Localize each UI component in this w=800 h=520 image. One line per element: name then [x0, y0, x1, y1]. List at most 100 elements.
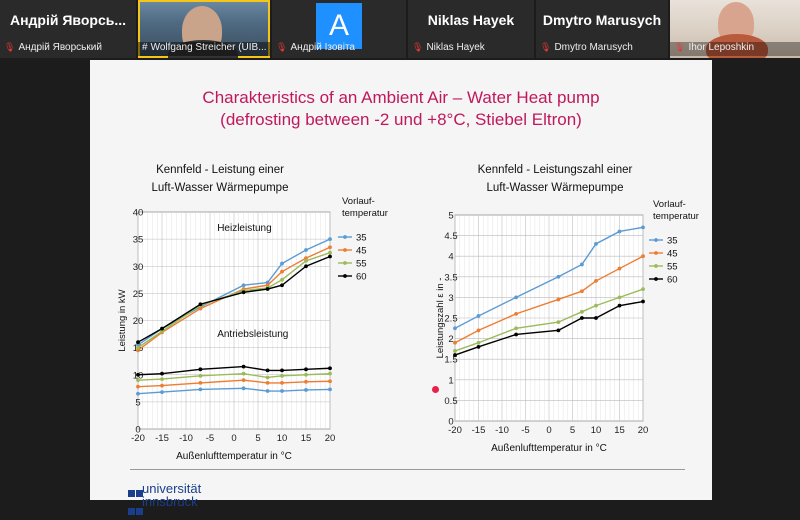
data-point-45 — [136, 348, 140, 353]
participant-tile[interactable]: Dmytro Marusych 🎙 Dmytro Marusych — [536, 0, 668, 58]
data-point-45 — [476, 328, 481, 333]
data-point-55 — [265, 375, 270, 380]
chart-title-line2: Luft-Wasser Wärmepumpe — [487, 182, 624, 194]
data-point-35 — [476, 314, 481, 318]
participant-tile[interactable]: A 🎙 Андрій Ізовіта — [272, 0, 406, 58]
muted-mic-icon: 🎙 — [276, 42, 288, 52]
series-line-55 — [454, 288, 644, 352]
y-tick-label: 0 — [135, 425, 140, 436]
data-point-55 — [304, 258, 308, 263]
series-line-45 — [137, 246, 331, 351]
data-point-55 — [160, 377, 164, 381]
y-tick-label: 1.5 — [444, 355, 457, 366]
series-line-45 — [454, 255, 644, 344]
data-point-45 — [514, 311, 518, 316]
data-point-55 — [617, 295, 622, 300]
legend-title-line1: Vorlauf- — [342, 196, 375, 207]
y-tick-label: 20 — [133, 316, 144, 327]
legend-label-55: 55 — [667, 262, 678, 273]
data-point-35 — [514, 295, 518, 300]
muted-mic-icon: 🎙 — [4, 42, 16, 52]
data-point-55 — [136, 378, 140, 383]
data-point-60 — [198, 302, 203, 307]
slide-title-line2: (defrosting between -2 und +8°C, Stiebel… — [220, 110, 582, 129]
legend-label-55: 55 — [356, 259, 367, 270]
data-point-60 — [160, 326, 164, 331]
x-tick-label: 10 — [277, 433, 288, 444]
data-point-35 — [265, 389, 270, 393]
data-point-45 — [280, 269, 284, 274]
legend-label-45: 45 — [667, 249, 678, 260]
y-tick-label: 2.5 — [444, 314, 457, 325]
legend-title-line2: temperatur — [653, 211, 699, 222]
participant-video-body — [168, 40, 238, 58]
y-tick-label: 40 — [133, 208, 144, 219]
participant-tile[interactable]: 🎙 Ihor Leposhkin — [670, 0, 800, 58]
x-tick-label: -15 — [472, 425, 486, 436]
legend-label-35: 35 — [667, 236, 678, 247]
data-point-35 — [280, 389, 284, 393]
legend-marker-35 — [343, 235, 347, 239]
data-point-60 — [453, 353, 457, 357]
legend-label-35: 35 — [356, 233, 367, 244]
participant-name: Андрій Ізовіта — [290, 42, 355, 53]
participant-tile[interactable]: Niklas Hayek 🎙 Niklas Hayek — [408, 0, 534, 58]
data-point-45 — [280, 380, 284, 385]
data-point-35 — [160, 390, 164, 395]
y-tick-label: 25 — [133, 289, 144, 300]
data-point-45 — [265, 380, 270, 385]
data-point-45 — [556, 297, 561, 302]
data-point-60 — [594, 316, 598, 320]
participant-caption: 🎙 Ihor Leposhkin — [670, 42, 800, 56]
data-point-60 — [280, 283, 284, 288]
data-point-45 — [136, 384, 140, 389]
series-line-60 — [137, 365, 331, 376]
legend-label-60: 60 — [667, 275, 678, 286]
data-point-60 — [476, 344, 481, 349]
data-point-35 — [304, 388, 308, 392]
data-point-35 — [556, 274, 561, 279]
y-axis-label: Leistung in kW — [117, 289, 128, 351]
x-tick-label: -5 — [206, 433, 214, 444]
data-point-45 — [453, 340, 457, 345]
data-point-60 — [328, 254, 332, 259]
y-tick-label: 2 — [448, 334, 453, 345]
participant-tile[interactable]: Андрій Яворсь... 🎙 Андрій Яворський — [0, 0, 136, 58]
data-point-60 — [136, 372, 140, 377]
data-point-60 — [280, 368, 284, 373]
data-point-35 — [136, 391, 140, 396]
legend-title-line2: temperatur — [342, 208, 388, 219]
power-chart: Kennfeld - Leistung einer Luft-Wasser Wär… — [117, 164, 388, 460]
y-tick-label: 0 — [448, 417, 453, 428]
chart-title-line1: Kennfeld - Leistung einer — [156, 164, 284, 176]
data-point-35 — [641, 225, 645, 230]
cop-chart: Kennfeld - Leistungszahl einer Luft-Wasse… — [435, 164, 699, 454]
chart-title-line2: Luft-Wasser Wärmepumpe — [152, 182, 289, 194]
y-tick-label: 4 — [448, 252, 453, 263]
data-point-45 — [198, 380, 203, 385]
participant-name: Андрій Яворський — [18, 42, 102, 53]
y-tick-label: 1 — [448, 375, 453, 386]
data-point-60 — [556, 328, 561, 333]
data-point-60 — [580, 316, 584, 320]
chart-annotation: Antriebsleistung — [217, 329, 288, 340]
data-point-55 — [594, 303, 598, 308]
x-tick-label: 0 — [546, 425, 551, 436]
x-tick-label: 15 — [301, 433, 312, 444]
data-point-55 — [328, 250, 332, 255]
participant-tile-active-speaker[interactable]: # Wolfgang Streicher (UIB... — [138, 0, 270, 58]
data-point-60 — [304, 264, 308, 269]
data-point-55 — [136, 345, 140, 350]
data-point-55 — [280, 277, 284, 282]
muted-mic-icon: 🎙 — [674, 42, 686, 52]
x-tick-label: -20 — [448, 425, 462, 436]
data-point-45 — [617, 266, 622, 271]
x-axis-label: Außenlufttemperatur in °C — [176, 451, 292, 460]
x-tick-label: -10 — [179, 433, 193, 444]
y-tick-label: 5 — [448, 211, 453, 222]
pin-icon: # — [142, 42, 148, 53]
data-point-60 — [265, 368, 270, 373]
data-point-60 — [198, 367, 203, 372]
series-line-45 — [137, 379, 331, 388]
data-point-55 — [514, 326, 518, 331]
